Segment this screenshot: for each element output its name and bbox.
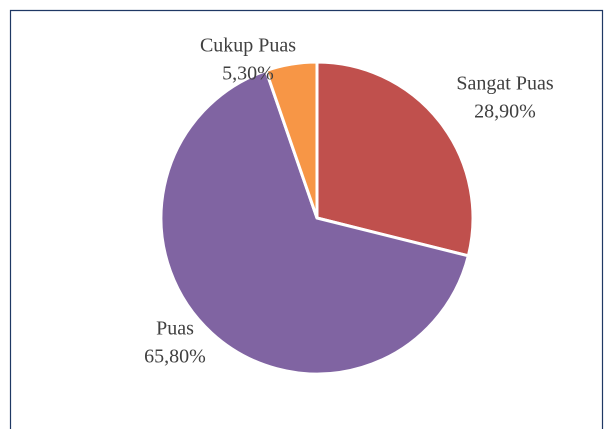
slice-category-label: Puas: [156, 318, 194, 340]
pie-slice: [315, 60, 475, 258]
pie-slice: [159, 68, 471, 376]
chart-frame: [9, 9, 604, 429]
slice-category-label: Sangat Puas: [456, 73, 553, 95]
slice-value-label: 28,90%: [474, 101, 536, 123]
slice-value-label: 5,30%: [222, 63, 274, 85]
pie-slice: [264, 60, 319, 219]
slice-value-label: 65,80%: [144, 346, 206, 368]
slice-category-label: Cukup Puas: [200, 35, 296, 57]
